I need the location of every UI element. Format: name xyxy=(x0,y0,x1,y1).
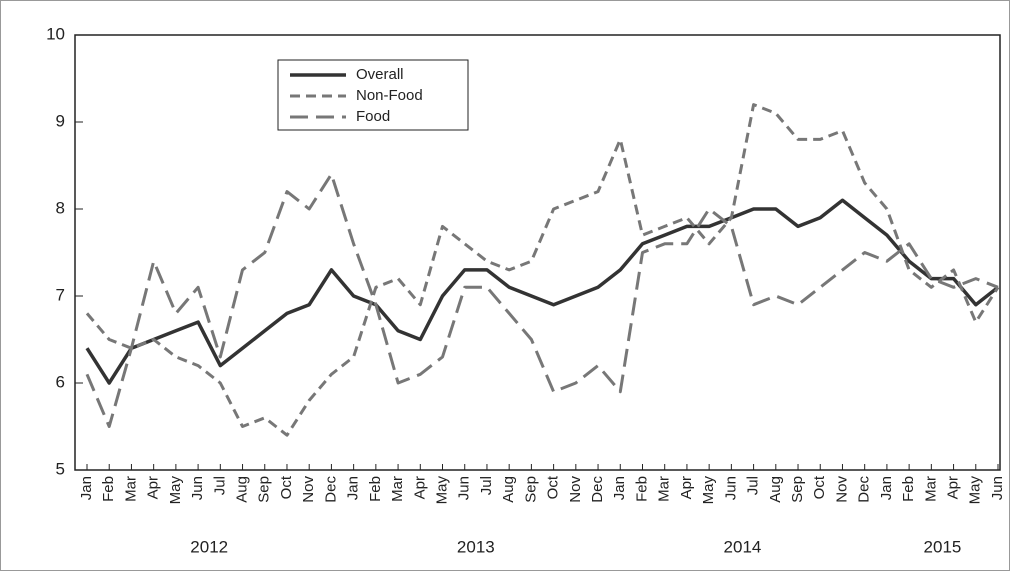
y-tick-label: 5 xyxy=(56,459,65,478)
x-tick-label: Sep xyxy=(789,476,806,503)
x-tick-label: May xyxy=(167,476,184,505)
legend-label: Overall xyxy=(356,66,404,83)
x-tick-label: Oct xyxy=(278,475,295,499)
legend-label: Non-Food xyxy=(356,87,423,104)
x-tick-label: Jul xyxy=(478,476,495,495)
x-tick-label: May xyxy=(700,476,717,505)
x-tick-label: Jun xyxy=(722,476,739,500)
series-line xyxy=(85,172,999,428)
x-tick-label: Jun xyxy=(456,476,473,500)
x-tick-label: Apr xyxy=(945,476,962,499)
x-tick-label: Dec xyxy=(322,476,339,503)
x-tick-label: Mar xyxy=(122,476,139,502)
x-tick-label: Jan xyxy=(611,476,628,500)
x-tick-label: Aug xyxy=(767,476,784,503)
y-tick-label: 7 xyxy=(56,285,65,304)
year-label: 2012 xyxy=(190,537,228,556)
x-tick-label: Aug xyxy=(234,476,251,503)
x-tick-label: Nov xyxy=(300,476,317,503)
x-tick-label: Mar xyxy=(389,476,406,502)
y-tick-label: 6 xyxy=(56,372,65,391)
x-tick-label: Dec xyxy=(589,476,606,503)
year-label: 2013 xyxy=(457,537,495,556)
x-tick-label: Apr xyxy=(678,476,695,499)
plot-frame xyxy=(74,34,1001,471)
y-tick-label: 9 xyxy=(56,111,65,130)
x-tick-label: Feb xyxy=(900,476,917,502)
x-tick-label: Feb xyxy=(367,476,384,502)
year-label: 2014 xyxy=(724,537,762,556)
x-tick-label: Jun xyxy=(189,476,206,500)
x-tick-label: Oct xyxy=(811,475,828,499)
x-tick-label: Feb xyxy=(633,476,650,502)
x-tick-label: Sep xyxy=(522,476,539,503)
x-tick-label: Mar xyxy=(922,476,939,502)
x-tick-label: Jun xyxy=(989,476,1006,500)
x-tick-label: Jan xyxy=(345,476,362,500)
x-tick-label: Feb xyxy=(100,476,117,502)
x-tick-label: Sep xyxy=(256,476,273,503)
x-tick-label: Apr xyxy=(411,476,428,499)
x-tick-label: Jul xyxy=(211,476,228,495)
x-tick-label: Nov xyxy=(567,476,584,503)
x-tick-label: Mar xyxy=(656,476,673,502)
series-line xyxy=(85,103,1000,437)
series-line xyxy=(85,198,1000,385)
x-tick-label: Nov xyxy=(833,476,850,503)
y-tick-label: 8 xyxy=(56,198,65,217)
x-tick-label: Jul xyxy=(745,476,762,495)
x-tick-label: Oct xyxy=(545,475,562,499)
x-tick-label: Jan xyxy=(878,476,895,500)
y-tick-label: 10 xyxy=(46,24,65,43)
x-tick-label: Jan xyxy=(78,476,95,500)
year-label: 2015 xyxy=(924,537,962,556)
x-tick-label: Dec xyxy=(856,476,873,503)
legend-label: Food xyxy=(356,108,390,125)
x-tick-label: May xyxy=(967,476,984,505)
x-tick-label: Aug xyxy=(500,476,517,503)
x-tick-label: Apr xyxy=(145,476,162,499)
x-tick-label: May xyxy=(433,476,450,505)
